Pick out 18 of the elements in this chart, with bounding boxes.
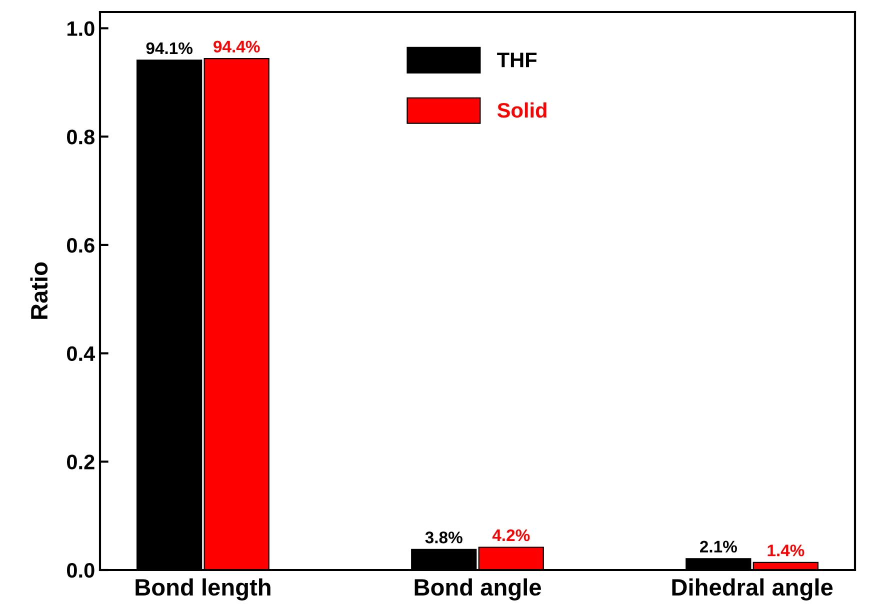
legend-label: Solid xyxy=(497,102,546,118)
data-label: 94.1% xyxy=(146,42,193,54)
y-tick-label: 0.0 xyxy=(67,563,94,578)
legend-label: THF xyxy=(497,52,537,68)
data-label: 4.2% xyxy=(492,529,530,542)
data-label: 3.8% xyxy=(425,532,462,544)
x-tick-label: Dihedral angle xyxy=(672,578,833,600)
y-tick-label: 0.2 xyxy=(67,454,94,470)
x-tick-label: Bond length xyxy=(136,578,270,600)
data-label: 2.1% xyxy=(700,540,737,553)
y-tick-label: 0.4 xyxy=(67,346,96,362)
y-axis-title: Ratio xyxy=(30,262,48,319)
y-tick-label: 1.0 xyxy=(67,21,94,36)
x-tick-label: Bond angle xyxy=(414,578,541,600)
data-label: 94.4% xyxy=(214,40,260,53)
data-label: 1.4% xyxy=(768,544,804,556)
y-tick-label: 0.6 xyxy=(67,238,94,253)
y-tick-label: 0.8 xyxy=(67,130,94,144)
